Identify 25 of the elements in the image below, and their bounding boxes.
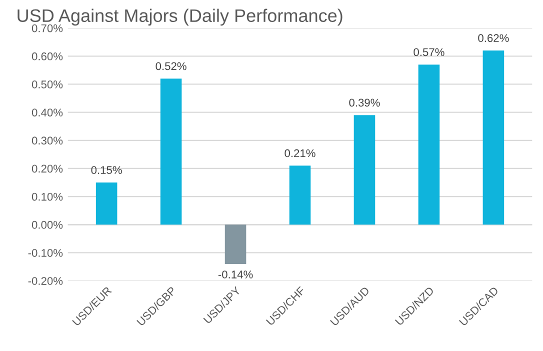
y-tick-label: 0.40%	[32, 108, 63, 116]
y-tick-label: 0.30%	[32, 136, 63, 145]
bar	[96, 182, 118, 225]
bar	[482, 50, 504, 225]
bar	[224, 224, 246, 264]
chart-title: USD Against Majors (Daily Performance)	[18, 8, 342, 26]
y-tick-label: -0.10%	[28, 248, 63, 257]
y-tick-label: 0.50%	[32, 80, 63, 88]
data-label: 0.39%	[349, 98, 380, 107]
y-tick-label: 0.70%	[32, 24, 63, 32]
bar	[354, 115, 376, 225]
y-tick-label: 0.20%	[32, 164, 63, 173]
y-tick-label: 0.10%	[32, 192, 63, 201]
bar	[289, 166, 311, 225]
data-label: 0.62%	[478, 34, 509, 42]
y-tick-label: 0.00%	[32, 220, 63, 229]
data-label: 0.21%	[284, 149, 316, 158]
bar	[160, 78, 182, 225]
data-label: 0.15%	[91, 166, 122, 174]
data-label: 0.57%	[414, 48, 444, 56]
y-tick-label: 0.60%	[32, 52, 63, 60]
data-label: -0.14%	[218, 270, 253, 278]
bar	[418, 64, 440, 225]
data-label: 0.52%	[156, 62, 186, 70]
y-tick-label: -0.20%	[28, 277, 63, 285]
